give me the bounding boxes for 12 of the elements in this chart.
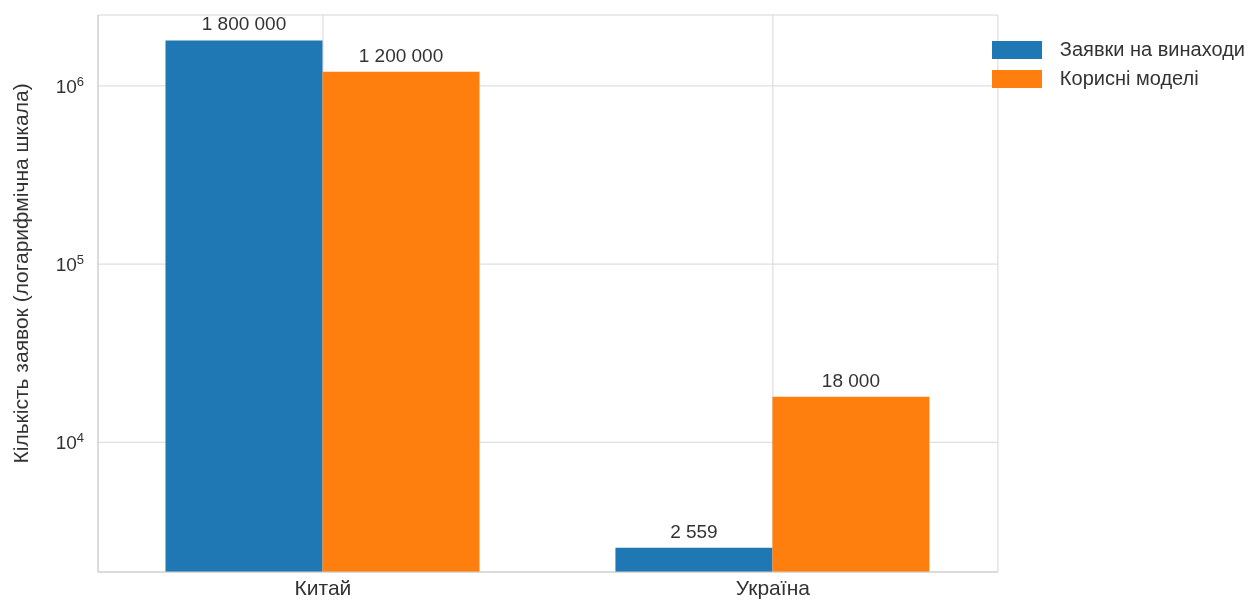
y-axis-title: Кількість заявок (логарифмічна шкала)	[9, 83, 33, 464]
data-label: 1 800 000	[201, 13, 287, 35]
y-tick-label: 10$^{6}$	[55, 73, 84, 97]
data-label: 2 559	[670, 520, 718, 542]
data-label: 1 200 000	[358, 44, 444, 66]
legend-label: Заявки на винаходи	[1059, 38, 1245, 61]
data-label: 18 000	[821, 369, 880, 391]
legend-label: Корисні моделі	[1059, 67, 1199, 90]
x-tick-label: Китай	[294, 575, 352, 599]
x-tick-label: Україна	[735, 575, 811, 599]
y-tick-label: 10$^{5}$	[55, 251, 84, 276]
y-tick-label: 10$^{4}$	[55, 429, 84, 454]
